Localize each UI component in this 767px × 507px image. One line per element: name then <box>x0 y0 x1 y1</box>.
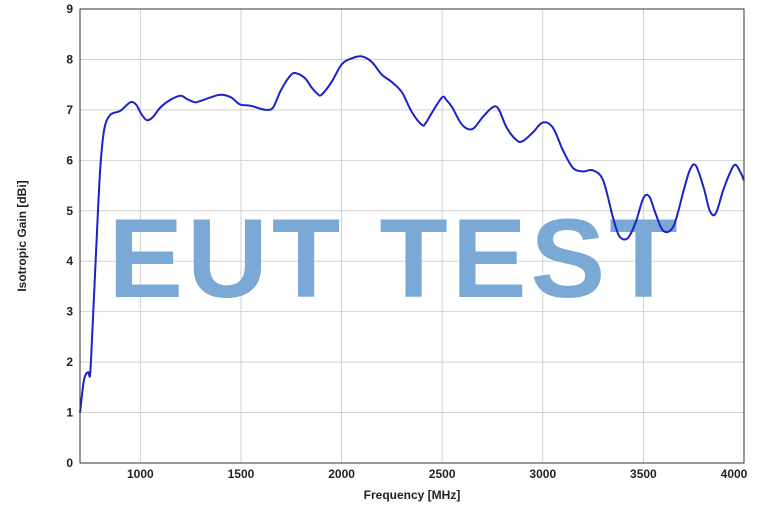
x-tick-label: 4000 <box>721 467 748 481</box>
y-tick-label: 5 <box>66 204 73 218</box>
x-axis-title: Frequency [MHz] <box>364 488 461 502</box>
x-tick-label: 3000 <box>529 467 556 481</box>
watermark: EUT TEST <box>108 196 681 321</box>
x-tick-label: 2500 <box>429 467 456 481</box>
series-layer <box>79 55 745 413</box>
y-tick-label: 9 <box>66 2 73 16</box>
y-tick-label: 6 <box>66 153 73 167</box>
x-tick-label: 3500 <box>630 467 657 481</box>
y-tick-label: 8 <box>66 52 73 66</box>
y-tick-label: 2 <box>66 355 73 369</box>
y-tick-labels: 0 1 2 3 4 5 6 7 8 9 <box>66 2 73 470</box>
plot-frame <box>79 8 745 464</box>
x-tick-label: 2000 <box>328 467 355 481</box>
y-tick-label: 0 <box>66 456 73 470</box>
x-tick-label: 1500 <box>228 467 255 481</box>
y-tick-label: 7 <box>66 103 73 117</box>
y-axis-title: Isotropic Gain [dBi] <box>15 180 29 291</box>
y-tick-label: 1 <box>66 406 73 420</box>
gridlines <box>80 9 744 463</box>
x-tick-label: 1000 <box>127 467 154 481</box>
y-tick-label: 3 <box>66 305 73 319</box>
series-line <box>79 55 745 413</box>
y-tick-label: 4 <box>66 254 73 268</box>
x-tick-labels: 1000 1500 2000 2500 3000 3500 4000 <box>127 467 748 481</box>
